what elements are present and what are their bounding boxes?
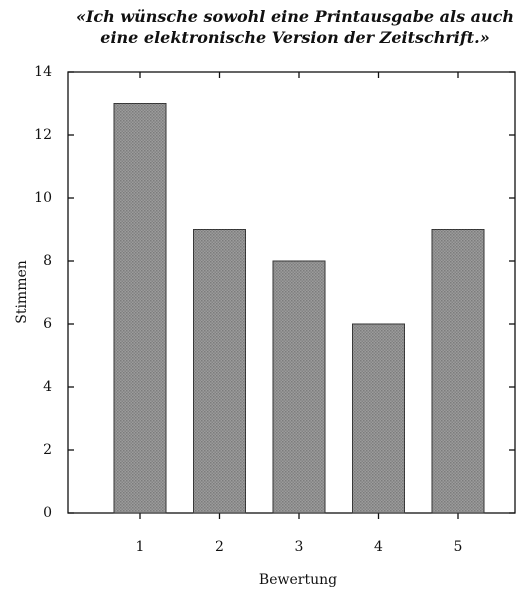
bar-texture xyxy=(114,103,166,513)
y-tick-label: 4 xyxy=(43,379,52,395)
y-tick-label: 0 xyxy=(43,505,52,521)
x-axis-label: Bewertung xyxy=(259,572,337,588)
bar-texture xyxy=(352,324,405,513)
bar-texture xyxy=(273,261,325,513)
x-tick-label: 1 xyxy=(136,539,145,555)
x-tick-label: 3 xyxy=(295,539,304,555)
y-tick-label: 14 xyxy=(34,64,52,80)
y-tick-label: 12 xyxy=(34,127,52,143)
y-tick-label: 2 xyxy=(43,442,52,458)
x-tick-label: 2 xyxy=(215,539,224,555)
y-tick-label: 8 xyxy=(43,253,52,269)
y-tick-label: 10 xyxy=(34,190,52,206)
bar-texture xyxy=(432,229,484,513)
y-tick-label: 6 xyxy=(43,316,52,332)
x-tick-label: 5 xyxy=(454,539,463,555)
bar-texture xyxy=(193,229,246,513)
chart-title: «Ich wünsche sowohl eine Printausgabe al… xyxy=(75,7,515,47)
y-axis-label: Stimmen xyxy=(14,260,30,324)
x-tick-label: 4 xyxy=(374,539,383,555)
